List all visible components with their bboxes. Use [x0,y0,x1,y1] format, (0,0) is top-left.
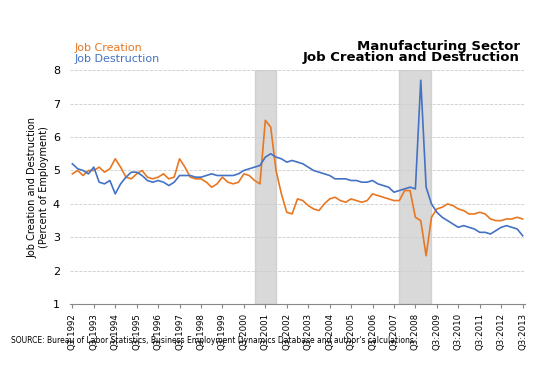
Bar [255,70,276,304]
Text: SOURCE: Bureau of Labor Statistics, Business Employment Dynamics Database and au: SOURCE: Bureau of Labor Statistics, Busi… [11,336,416,345]
Text: Job Creation and Destruction: Job Creation and Destruction [303,51,520,64]
Text: Job Destruction: Job Destruction [75,54,160,64]
Text: F: F [16,368,25,381]
Text: Job Creation: Job Creation [75,43,143,53]
Text: of: of [212,368,223,381]
Text: t. L: t. L [244,368,266,381]
Text: Manufacturing Sector: Manufacturing Sector [357,40,520,53]
Bar [399,70,431,304]
Text: ederal  Reserve  Bank: ederal Reserve Bank [24,368,168,381]
Text: ouis: ouis [265,368,293,381]
Text: S: S [233,368,242,381]
Y-axis label: Job Creation and Destruction
(Percent of Employment): Job Creation and Destruction (Percent of… [27,117,49,258]
